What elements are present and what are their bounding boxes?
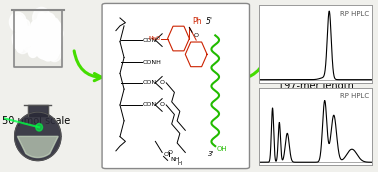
FancyArrowPatch shape	[74, 51, 102, 81]
Text: NH: NH	[170, 157, 180, 162]
Circle shape	[48, 32, 62, 47]
Text: OH: OH	[217, 146, 227, 152]
Circle shape	[33, 36, 50, 56]
Circle shape	[53, 40, 61, 48]
Circle shape	[32, 22, 47, 40]
Circle shape	[41, 44, 55, 61]
Text: CON: CON	[143, 80, 157, 85]
Circle shape	[51, 18, 58, 26]
Text: O: O	[194, 33, 198, 38]
Text: O: O	[160, 103, 164, 108]
Circle shape	[12, 32, 28, 50]
Text: CON: CON	[143, 38, 157, 43]
Circle shape	[35, 36, 49, 51]
Circle shape	[28, 34, 36, 43]
Circle shape	[36, 123, 43, 131]
Circle shape	[42, 40, 57, 58]
Circle shape	[36, 39, 53, 59]
Text: 50 μmol scale: 50 μmol scale	[2, 116, 70, 126]
Circle shape	[49, 43, 60, 56]
Circle shape	[16, 38, 29, 54]
Circle shape	[15, 18, 26, 30]
Text: O: O	[160, 80, 164, 85]
Circle shape	[51, 27, 63, 40]
Circle shape	[15, 15, 23, 25]
Text: RP HPLC: RP HPLC	[340, 10, 369, 17]
Text: Ph: Ph	[192, 17, 201, 26]
Circle shape	[20, 35, 30, 47]
Circle shape	[9, 12, 26, 32]
Circle shape	[34, 17, 50, 35]
Circle shape	[48, 50, 53, 56]
Polygon shape	[14, 10, 62, 67]
Circle shape	[32, 28, 38, 35]
Text: CON: CON	[143, 103, 157, 108]
Circle shape	[18, 27, 34, 47]
Circle shape	[19, 19, 30, 32]
Text: O: O	[167, 150, 173, 155]
Polygon shape	[17, 136, 58, 158]
Circle shape	[23, 28, 30, 36]
Circle shape	[28, 30, 37, 42]
Circle shape	[43, 21, 58, 38]
Circle shape	[44, 28, 56, 41]
Circle shape	[22, 32, 31, 42]
Text: MeO: MeO	[149, 36, 161, 41]
Circle shape	[39, 15, 52, 30]
Circle shape	[46, 22, 54, 31]
Circle shape	[28, 47, 37, 57]
Circle shape	[46, 47, 58, 61]
Circle shape	[22, 27, 35, 43]
Circle shape	[32, 34, 46, 51]
Text: O: O	[164, 152, 169, 157]
Circle shape	[33, 7, 50, 28]
Text: CONH: CONH	[143, 60, 162, 65]
Circle shape	[29, 33, 43, 49]
Circle shape	[46, 19, 61, 37]
Circle shape	[38, 28, 48, 40]
Circle shape	[17, 46, 23, 52]
Circle shape	[19, 32, 29, 45]
FancyBboxPatch shape	[102, 3, 249, 169]
Circle shape	[48, 46, 61, 62]
Circle shape	[45, 40, 59, 56]
Circle shape	[23, 28, 37, 45]
Text: 197-mer length: 197-mer length	[278, 81, 353, 91]
Text: H: H	[177, 161, 181, 166]
Circle shape	[12, 32, 23, 45]
Text: 5': 5'	[206, 17, 213, 26]
FancyArrowPatch shape	[250, 54, 268, 76]
Circle shape	[14, 39, 23, 49]
Circle shape	[37, 45, 43, 52]
Polygon shape	[28, 105, 48, 116]
Circle shape	[38, 13, 46, 22]
Circle shape	[41, 32, 49, 41]
Circle shape	[15, 20, 27, 34]
Circle shape	[18, 36, 28, 47]
Circle shape	[42, 34, 50, 42]
Circle shape	[31, 20, 41, 33]
Polygon shape	[15, 112, 61, 161]
Circle shape	[23, 27, 36, 42]
Text: 3': 3'	[208, 151, 215, 157]
Circle shape	[42, 13, 55, 28]
Text: RP HPLC: RP HPLC	[340, 93, 369, 99]
Circle shape	[48, 30, 59, 43]
Circle shape	[53, 24, 59, 31]
Circle shape	[49, 41, 60, 53]
Circle shape	[44, 27, 60, 45]
Circle shape	[23, 38, 36, 52]
Circle shape	[43, 35, 55, 50]
